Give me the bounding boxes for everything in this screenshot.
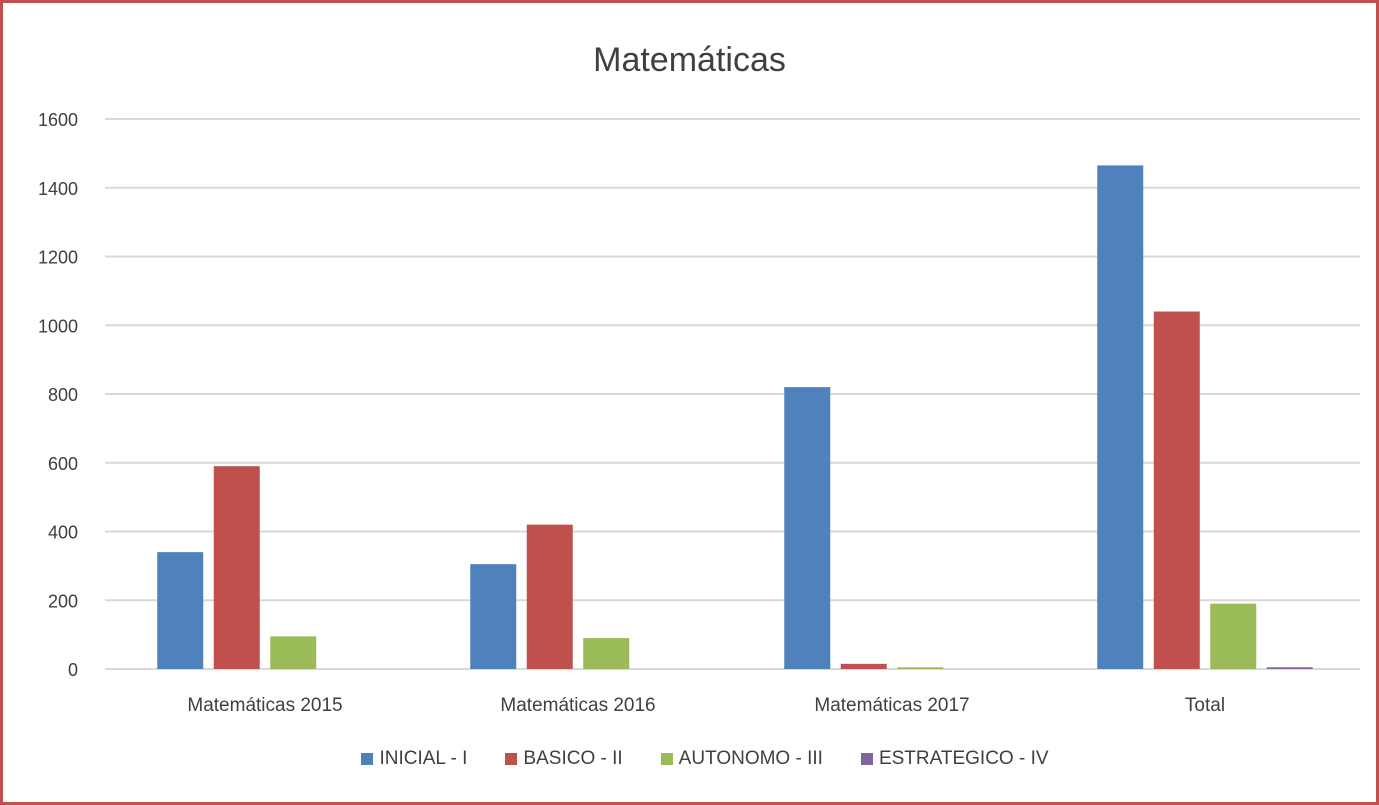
y-tick-label: 200 (48, 591, 78, 611)
legend-swatch (860, 753, 873, 765)
bar (840, 663, 887, 669)
y-tick-label: 400 (48, 523, 78, 543)
legend-swatch (505, 753, 518, 765)
bar (526, 524, 573, 669)
bar (1210, 603, 1257, 669)
bar (1266, 667, 1313, 669)
legend-item: BASICO - II (505, 748, 623, 770)
bar (784, 387, 831, 669)
bar (213, 466, 260, 669)
chart-legend: INICIAL - I BASICO - II AUTONOMO - III ESTR… (0, 748, 1379, 770)
y-tick-label: 1600 (38, 110, 78, 130)
bar (470, 564, 517, 669)
legend-label: INICIAL - I (379, 748, 468, 769)
legend-label: AUTONOMO - III (678, 748, 823, 769)
y-tick-label: 600 (48, 454, 78, 474)
legend-label: BASICO - II (523, 748, 623, 769)
legend-label: ESTRATEGICO - IV (878, 748, 1049, 769)
x-tick-label: Matemáticas 2015 (187, 695, 342, 716)
bar (897, 667, 944, 669)
y-tick-label: 800 (48, 385, 78, 405)
chart-title: Matemáticas (593, 41, 786, 79)
x-tick-label: Matemáticas 2016 (500, 695, 655, 716)
x-tick-label: Matemáticas 2017 (814, 695, 969, 716)
y-tick-label: 1000 (38, 316, 78, 336)
x-tick-label: Total (1185, 695, 1225, 716)
bar (1097, 165, 1144, 669)
legend-swatch (660, 753, 673, 765)
y-tick-label: 1400 (38, 179, 78, 199)
y-tick-label: 1200 (38, 248, 78, 268)
legend-swatch (361, 753, 374, 765)
y-tick-label: 0 (68, 660, 78, 680)
legend-item: ESTRATEGICO - IV (860, 748, 1049, 770)
bar (583, 638, 630, 669)
bar (270, 636, 317, 669)
legend-item: AUTONOMO - III (660, 748, 823, 770)
bar (1153, 311, 1200, 669)
bar (157, 552, 204, 669)
legend-item: INICIAL - I (361, 748, 467, 770)
